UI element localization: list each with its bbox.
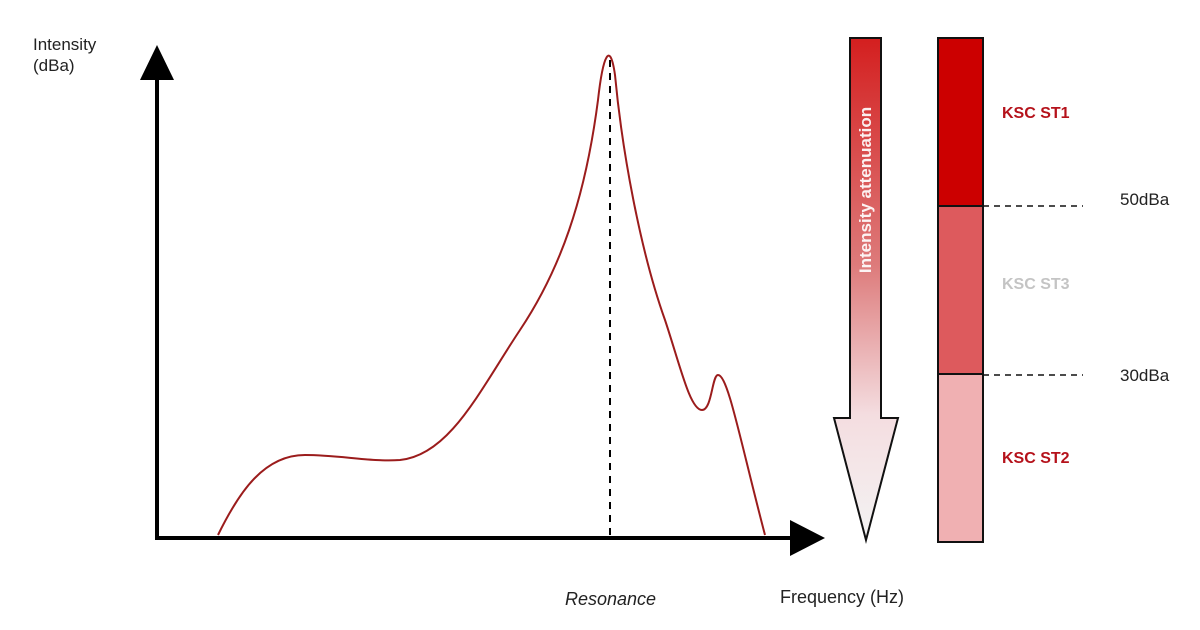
attenuation-arrow	[832, 37, 900, 544]
x-axis	[155, 520, 825, 556]
attenuation-label: Intensity attenuation	[856, 106, 875, 274]
zone-st2	[938, 374, 983, 542]
intensity-scale-bar	[937, 37, 984, 543]
zone-st1	[938, 38, 983, 206]
y-axis-arrow-icon	[140, 45, 174, 80]
response-curve	[217, 54, 766, 536]
resonance-label: Resonance	[565, 589, 657, 609]
zone-label-st3: KSC ST3	[1002, 276, 1070, 293]
y-axis	[140, 45, 174, 538]
y-axis-label: Intensity (dBa)	[33, 34, 96, 76]
zone-label-st1: KSC ST1	[1002, 105, 1070, 122]
zone-st3	[938, 206, 983, 374]
x-axis-arrow-icon	[790, 520, 825, 556]
x-axis-label: Frequency (Hz)	[780, 587, 905, 607]
y-axis-label-line1: Intensity	[33, 35, 97, 54]
threshold-label-50: 50dBa	[1120, 190, 1170, 209]
threshold-label-30: 30dBa	[1120, 366, 1170, 385]
zone-label-st2: KSC ST2	[1002, 450, 1070, 467]
y-axis-label-line2: (dBa)	[33, 56, 75, 75]
